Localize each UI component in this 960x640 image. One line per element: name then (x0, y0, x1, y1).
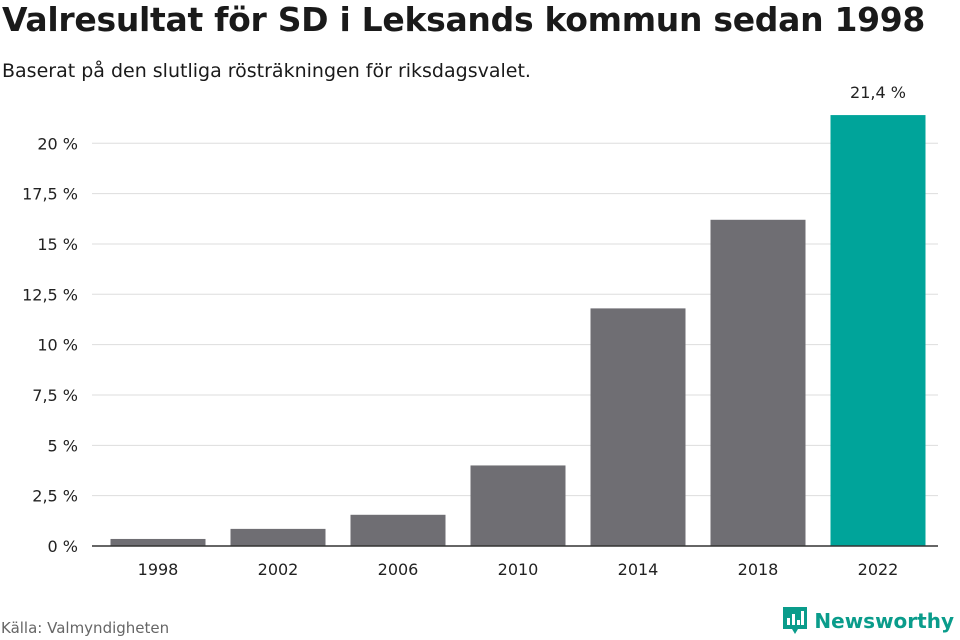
x-tick-label: 2006 (378, 560, 419, 579)
data-label-2022: 21,4 % (850, 83, 906, 102)
newsworthy-logo[interactable]: Newsworthy (782, 606, 954, 636)
x-tick-label: 2018 (738, 560, 779, 579)
bars (110, 115, 926, 547)
x-tick-label: 2010 (498, 560, 539, 579)
y-tick-label: 0 % (48, 537, 78, 556)
bar-2022[interactable] (830, 115, 926, 546)
y-tick-label: 17,5 % (22, 185, 78, 204)
y-tick-label: 5 % (48, 436, 78, 455)
newsworthy-logo-icon (783, 607, 808, 634)
y-tick-label: 10 % (37, 336, 78, 355)
y-tick-label: 2,5 % (32, 487, 78, 506)
bar-2006[interactable] (350, 514, 446, 546)
x-tick-label: 2022 (858, 560, 899, 579)
bar-2002[interactable] (230, 528, 326, 546)
bar-2018[interactable] (710, 219, 806, 547)
bar-2014[interactable] (590, 308, 686, 546)
x-axis-tick-labels: 1998 2002 2006 2010 2014 2018 2022 (138, 560, 899, 579)
y-tick-label: 20 % (37, 134, 78, 153)
bar-chart: 0 % 2,5 % 5 % 7,5 % 10 % 12,5 % 15 % 17,5 % 20 %… (22, 83, 938, 579)
y-axis-tick-labels: 0 % 2,5 % 5 % 7,5 % 10 % 12,5 % 15 % 17,5 % 20 % (22, 134, 78, 556)
y-tick-label: 12,5 % (22, 285, 78, 304)
y-tick-label: 7,5 % (32, 386, 78, 405)
data-labels: 21,4 % (850, 83, 906, 102)
x-tick-label: 1998 (138, 560, 179, 579)
grid-lines (92, 142, 938, 497)
chart-title: Valresultat för SD i Leksands kommun sed… (2, 0, 926, 39)
bar-1998[interactable] (110, 538, 206, 546)
source-note: Källa: Valmyndigheten (1, 619, 170, 637)
x-tick-label: 2002 (258, 560, 299, 579)
y-tick-label: 15 % (37, 235, 78, 254)
bar-2010[interactable] (470, 465, 566, 546)
x-tick-label: 2014 (618, 560, 659, 579)
brand-name: Newsworthy (814, 609, 954, 633)
chart-subtitle: Baserat på den slutliga rösträkningen fö… (2, 60, 531, 82)
